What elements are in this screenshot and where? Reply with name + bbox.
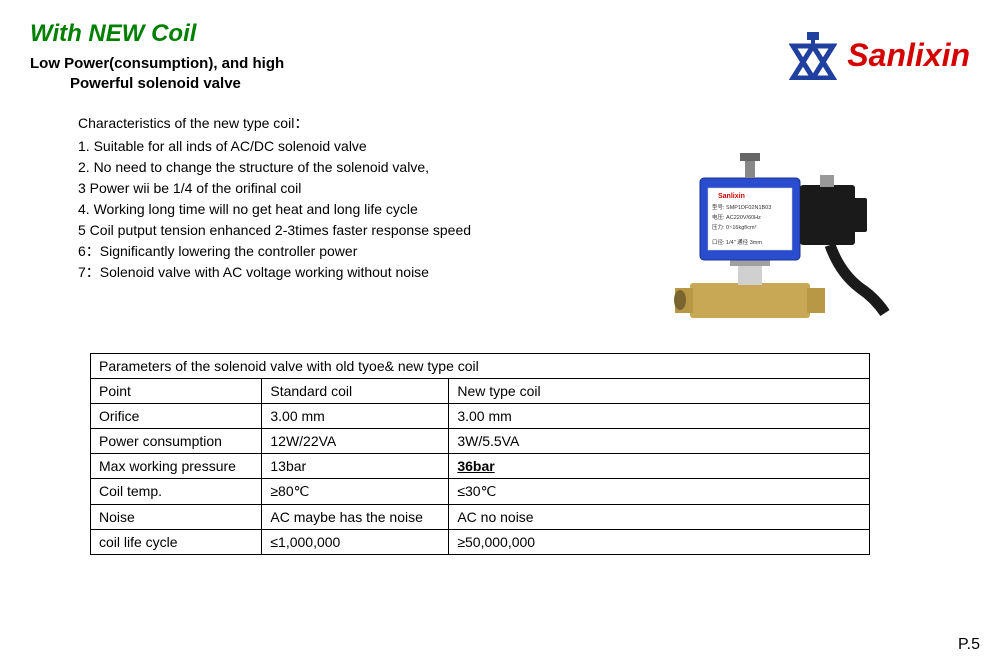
brand-name: Sanlixin <box>847 37 970 74</box>
table-title: Parameters of the solenoid valve with ol… <box>91 354 870 379</box>
brand-logo: Sanlixin <box>789 30 970 80</box>
table-header: Standard coil <box>262 379 449 404</box>
product-illustration: Sanlixin 型号: SMP1DF02N1B03 电压: AC220V/60… <box>630 113 910 333</box>
table-row: Noise AC maybe has the noise AC no noise <box>91 505 870 530</box>
table-cell: ≥80℃ <box>262 479 449 505</box>
char-item: 5 Coil putput tension enhanced 2-3times … <box>78 220 600 241</box>
table-row: coil life cycle ≤1,000,000 ≥50,000,000 <box>91 530 870 555</box>
table-cell: Noise <box>91 505 262 530</box>
table-row: Orifice 3.00 mm 3.00 mm <box>91 404 870 429</box>
table-row: Max working pressure 13bar 36bar <box>91 454 870 479</box>
table-cell: 36bar <box>449 454 870 479</box>
table-cell: Orifice <box>91 404 262 429</box>
table-cell: 13bar <box>262 454 449 479</box>
svg-text:压力: 0~16kgf/cm²: 压力: 0~16kgf/cm² <box>712 223 757 231</box>
parameters-table: Parameters of the solenoid valve with ol… <box>90 353 870 555</box>
table-cell: 3W/5.5VA <box>449 429 870 454</box>
svg-text:型号: SMP1DF02N1B03: 型号: SMP1DF02N1B03 <box>712 203 771 211</box>
table-header: New type coil <box>449 379 870 404</box>
characteristics-block: Characteristics of the new type coil： 1.… <box>30 113 600 283</box>
svg-text:口径: 1/4" 通径 3mm: 口径: 1/4" 通径 3mm <box>712 238 762 246</box>
valve-icon <box>789 30 837 80</box>
table-cell: 12W/22VA <box>262 429 449 454</box>
page-number: P.5 <box>958 636 980 654</box>
table-cell: coil life cycle <box>91 530 262 555</box>
table-cell: Power consumption <box>91 429 262 454</box>
table-cell: 3.00 mm <box>262 404 449 429</box>
table-cell: ≤30℃ <box>449 479 870 505</box>
parameters-table-container: Parameters of the solenoid valve with ol… <box>90 353 870 555</box>
svg-text:电压: AC220V/60Hz: 电压: AC220V/60Hz <box>712 213 761 221</box>
char-item: 6：Significantly lowering the controller … <box>78 241 600 262</box>
characteristics-heading: Characteristics of the new type coil： <box>78 113 600 134</box>
char-item: 4. Working long time will no get heat an… <box>78 199 600 220</box>
table-cell: AC maybe has the noise <box>262 505 449 530</box>
table-cell: 3.00 mm <box>449 404 870 429</box>
table-row: Coil temp. ≥80℃ ≤30℃ <box>91 479 870 505</box>
char-item: 1. Suitable for all inds of AC/DC soleno… <box>78 136 600 157</box>
table-cell: ≥50,000,000 <box>449 530 870 555</box>
table-cell: AC no noise <box>449 505 870 530</box>
table-cell: Coil temp. <box>91 479 262 505</box>
char-item: 2. No need to change the structure of th… <box>78 157 600 178</box>
table-cell: ≤1,000,000 <box>262 530 449 555</box>
table-row: Power consumption 12W/22VA 3W/5.5VA <box>91 429 870 454</box>
table-header-row: Point Standard coil New type coil <box>91 379 870 404</box>
table-cell: Max working pressure <box>91 454 262 479</box>
table-header: Point <box>91 379 262 404</box>
svg-text:Sanlixin: Sanlixin <box>718 193 745 200</box>
characteristics-list: 1. Suitable for all inds of AC/DC soleno… <box>78 136 600 283</box>
char-item: 3 Power wii be 1/4 of the orifinal coil <box>78 178 600 199</box>
char-item: 7：Solenoid valve with AC voltage working… <box>78 262 600 283</box>
subtitle-line1: Low Power(consumption), and high <box>30 55 284 72</box>
